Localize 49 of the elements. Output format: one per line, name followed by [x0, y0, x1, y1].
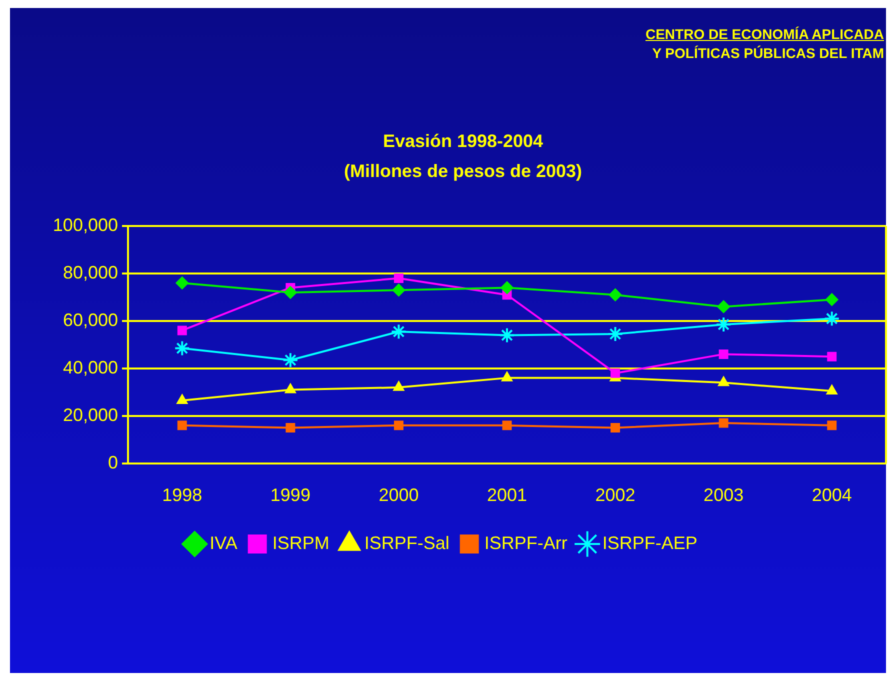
point	[718, 418, 728, 428]
point	[394, 273, 404, 283]
legend-label: IVA	[210, 532, 238, 553]
point	[827, 420, 837, 430]
point	[607, 326, 624, 342]
text: Y POLÍTICAS PÚBLICAS DEL ITAM	[651, 44, 884, 63]
point	[827, 352, 837, 362]
chart-title: Evasión 1998-2004	[382, 130, 544, 153]
x-tick-label: 2003	[704, 485, 744, 506]
legend-label: ISRPM	[272, 532, 330, 553]
legend-label: ISRPF-Arr	[484, 532, 568, 553]
x-tick-label: 1998	[162, 485, 202, 506]
point	[718, 376, 730, 386]
y-tick-label: 60,000	[62, 310, 118, 330]
point	[282, 352, 298, 368]
legend-label: ISRPF-Sal	[364, 532, 450, 553]
y-tick-label: 20,000	[62, 404, 118, 425]
y-tick-label: 100,000	[52, 214, 118, 235]
point	[286, 423, 296, 433]
point	[392, 284, 406, 297]
point	[390, 324, 407, 340]
point	[718, 349, 728, 359]
x-tick-label: 2002	[595, 485, 636, 506]
point	[610, 368, 620, 378]
x-tick-label: 1999	[270, 485, 310, 506]
point	[284, 286, 297, 299]
text: CENTRO DE ECONOMÍA APLICADA	[645, 25, 884, 44]
chart-subtitle: (Millones de pesos de 2003)	[342, 160, 584, 183]
x-tick-label: 2004	[812, 485, 852, 506]
point	[174, 340, 190, 356]
point	[177, 420, 187, 430]
y-tick-label: 0	[108, 452, 118, 472]
point	[824, 310, 840, 327]
x-tick-label: 2001	[486, 485, 528, 506]
point	[610, 423, 620, 433]
x-tick-label: 2000	[378, 485, 419, 506]
point	[717, 300, 730, 314]
point	[716, 316, 732, 333]
point	[176, 276, 189, 290]
y-tick-label: 80,000	[62, 262, 118, 282]
point	[500, 281, 514, 294]
point	[825, 293, 838, 306]
point	[502, 420, 512, 430]
point	[608, 288, 622, 302]
point	[499, 327, 515, 344]
legend-label: ISRPF-AEP	[602, 532, 698, 553]
point	[177, 326, 187, 336]
y-tick-label: 40,000	[62, 357, 118, 378]
point	[394, 420, 404, 430]
